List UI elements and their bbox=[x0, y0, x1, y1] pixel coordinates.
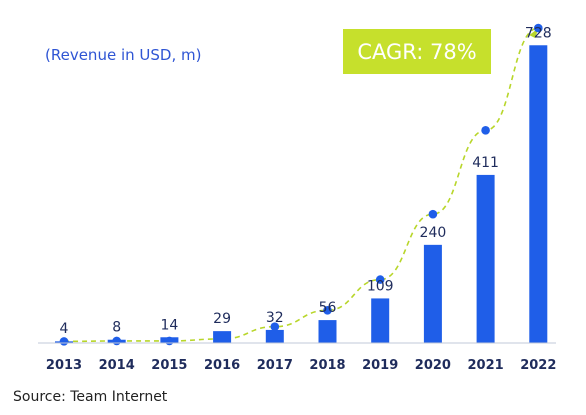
value-label-2015: 14 bbox=[160, 317, 178, 333]
trend-point-2017 bbox=[270, 322, 280, 331]
x-tick-2013: 2013 bbox=[46, 358, 82, 373]
x-tick-2022: 2022 bbox=[520, 358, 556, 373]
trend-point-2020 bbox=[428, 209, 438, 219]
trend-line bbox=[63, 27, 539, 343]
value-label-2021: 411 bbox=[472, 155, 499, 171]
cagr-callout: CAGR: 78% bbox=[343, 29, 491, 74]
value-label-2016: 29 bbox=[213, 311, 231, 327]
x-axis: 2013 2014 2015 2016 2017 2018 2019 2020 2021 2022 bbox=[38, 342, 556, 373]
value-label-2019: 109 bbox=[367, 278, 394, 294]
bar-2021 bbox=[476, 174, 495, 343]
x-tick-2016: 2016 bbox=[204, 358, 240, 373]
x-tick-2020: 2020 bbox=[415, 358, 451, 373]
trend-point-2021 bbox=[481, 126, 490, 135]
trend-point-2019 bbox=[375, 275, 385, 284]
value-label-2014: 8 bbox=[112, 320, 121, 336]
cagr-text: CAGR: 78% bbox=[357, 40, 476, 64]
source-note: Source: Team Internet bbox=[13, 389, 168, 405]
bar-2019 bbox=[371, 298, 390, 343]
value-label-2017: 32 bbox=[266, 310, 284, 326]
value-labels: 4 8 14 29 32 56 109 240 411 728 bbox=[60, 25, 552, 337]
value-label-2013: 4 bbox=[60, 321, 69, 337]
bar-2014 bbox=[107, 339, 126, 343]
bar-2013 bbox=[55, 341, 73, 343]
unit-label: (Revenue in USD, m) bbox=[45, 46, 201, 64]
x-tick-2015: 2015 bbox=[151, 358, 187, 373]
bar-2016 bbox=[213, 331, 232, 343]
x-tick-2014: 2014 bbox=[99, 358, 135, 373]
bar-2022 bbox=[529, 45, 548, 344]
bar-layer bbox=[55, 45, 548, 344]
x-tick-2021: 2021 bbox=[468, 358, 504, 373]
bar-2015 bbox=[160, 337, 179, 343]
cagr-box bbox=[343, 29, 491, 74]
trend-point-2018 bbox=[323, 305, 332, 315]
value-label-2020: 240 bbox=[420, 225, 447, 241]
bar-2017 bbox=[265, 329, 284, 343]
trend-point-2022 bbox=[534, 23, 543, 33]
value-label-2022: 728 bbox=[525, 25, 552, 41]
bar-2018 bbox=[318, 320, 337, 343]
x-tick-2018: 2018 bbox=[309, 358, 345, 373]
bar-2020 bbox=[423, 244, 442, 343]
x-tick-2019: 2019 bbox=[362, 358, 398, 373]
value-label-2018: 56 bbox=[319, 300, 337, 316]
x-tick-2017: 2017 bbox=[257, 358, 293, 373]
